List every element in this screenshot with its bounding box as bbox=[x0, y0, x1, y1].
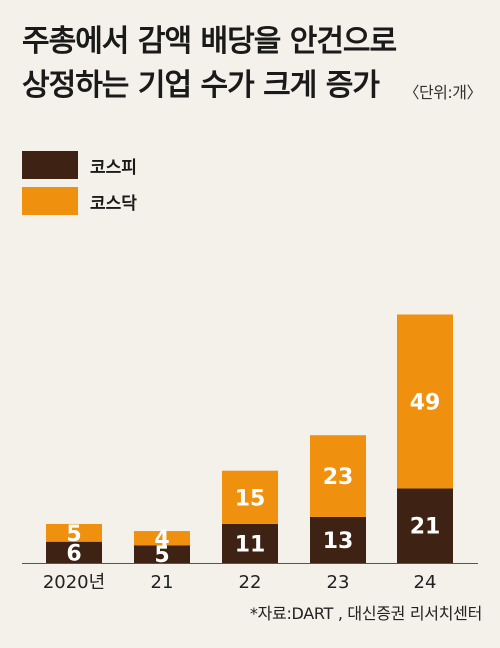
bar-kospi-0 bbox=[46, 541, 102, 563]
x-tick-label-4: 24 bbox=[414, 572, 437, 593]
legend-label-kosdaq: 코스닥 bbox=[90, 193, 137, 214]
x-tick-label-3: 23 bbox=[327, 572, 350, 593]
bar-kospi-4 bbox=[397, 488, 453, 563]
legend-item-kosdaq: 코스닥 bbox=[22, 186, 137, 216]
legend-swatch-kospi bbox=[22, 151, 78, 179]
data-label-kospi-2: 11 bbox=[235, 532, 266, 557]
data-label-kospi-1: 5 bbox=[154, 543, 169, 568]
chart-title: 주총에서 감액 배당을 안건으로 상정하는 기업 수가 크게 증가 bbox=[22, 20, 397, 108]
legend-label-kospi: 코스피 bbox=[90, 157, 137, 178]
data-label-kosdaq-3: 23 bbox=[323, 465, 354, 490]
legend-swatch-kosdaq bbox=[22, 187, 78, 215]
data-label-kosdaq-4: 49 bbox=[410, 390, 441, 415]
bar-kosdaq-3 bbox=[310, 435, 366, 517]
bar-kosdaq-0 bbox=[46, 523, 102, 542]
source-note: *자료:DART , 대신증권 리서치센터 bbox=[249, 604, 482, 623]
data-label-kosdaq-1: 4 bbox=[154, 527, 169, 552]
data-label-kospi-0: 6 bbox=[66, 541, 81, 566]
title-line-1: 주총에서 감액 배당을 안건으로 bbox=[22, 24, 397, 59]
title-line-2: 상정하는 기업 수가 크게 증가 bbox=[22, 68, 380, 103]
bar-kosdaq-2 bbox=[222, 470, 278, 524]
data-label-kosdaq-2: 15 bbox=[235, 486, 266, 511]
data-label-kosdaq-0: 5 bbox=[66, 522, 81, 547]
unit-label: 〈단위:개〉 bbox=[403, 83, 482, 102]
legend: 코스피 코스닥 bbox=[22, 150, 137, 222]
bar-kospi-2 bbox=[222, 523, 278, 563]
x-tick-label-1: 21 bbox=[151, 572, 174, 593]
bar-kosdaq-1 bbox=[134, 531, 190, 546]
x-tick-label-0: 2020년 bbox=[43, 572, 105, 593]
bar-kospi-3 bbox=[310, 516, 366, 563]
data-label-kospi-3: 13 bbox=[323, 529, 354, 554]
bar-kosdaq-4 bbox=[397, 314, 453, 489]
x-tick-label-2: 22 bbox=[239, 572, 262, 593]
data-label-kospi-4: 21 bbox=[410, 515, 441, 540]
bar-kospi-1 bbox=[134, 545, 190, 563]
legend-item-kospi: 코스피 bbox=[22, 150, 137, 180]
